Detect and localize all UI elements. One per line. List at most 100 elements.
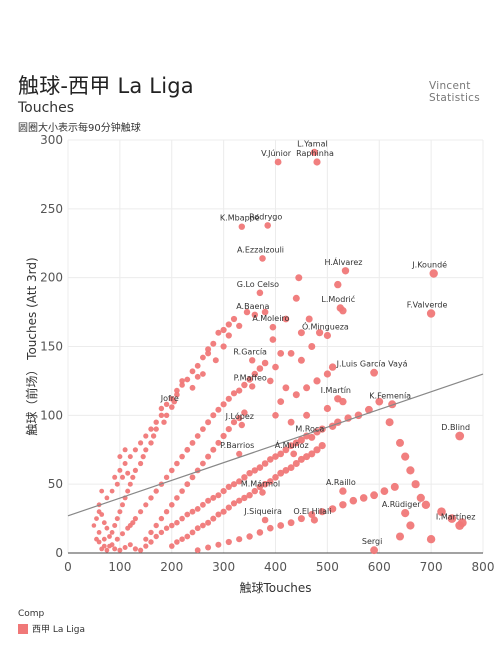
scatter-point (272, 453, 279, 460)
scatter-point (104, 495, 110, 501)
scatter-point (184, 446, 191, 453)
scatter-point (313, 446, 321, 454)
point-label: J.Koundé (411, 260, 447, 270)
scatter-point (215, 439, 222, 446)
scatter-point (132, 516, 138, 522)
scatter-point (205, 419, 212, 426)
scatter-point (122, 545, 128, 550)
y-tick-label: 300 (40, 133, 63, 147)
scatter-point (282, 384, 290, 392)
scatter-point (143, 433, 149, 439)
scatter-point (339, 501, 347, 509)
scatter-point (169, 396, 175, 402)
scatter-point (313, 158, 321, 166)
point-label: Raphinha (296, 149, 334, 158)
scatter-point (153, 522, 159, 529)
scatter-point (328, 505, 337, 513)
scatter-point (158, 412, 165, 418)
scatter-point (215, 492, 222, 499)
scatter-point (246, 492, 253, 499)
point-label: J.Siqueira (243, 507, 282, 516)
scatter-point (429, 269, 438, 278)
scatter-point (313, 377, 321, 385)
point-label: G.Lo Celso (237, 280, 279, 289)
scatter-point (205, 544, 212, 551)
scatter-point (267, 478, 274, 485)
point-label: H.Álvarez (325, 256, 363, 267)
scatter-point (236, 322, 243, 329)
scatter-point (334, 280, 342, 289)
scatter-point (132, 546, 138, 552)
scatter-point (236, 478, 243, 485)
scatter-point (143, 447, 149, 453)
scatter-point (94, 516, 99, 521)
scatter-point (179, 453, 185, 460)
scatter-point (277, 350, 285, 357)
scatter-point (249, 357, 256, 364)
point-label: D.Blind (441, 423, 470, 432)
scatter-point (406, 466, 415, 475)
scatter-point (130, 520, 136, 526)
scatter-point (138, 440, 144, 446)
scatter-point (109, 542, 115, 548)
point-label: J.López (225, 411, 254, 421)
scatter-point (127, 454, 133, 460)
scatter-point (267, 377, 274, 385)
scatter-point (287, 350, 295, 357)
scatter-point (179, 378, 185, 384)
scatter-point (370, 491, 378, 500)
point-label: R.García (233, 347, 267, 356)
scatter-point (297, 455, 305, 463)
scatter-point (101, 520, 107, 526)
scatter-point (104, 525, 110, 531)
scatter-point (236, 415, 243, 422)
scatter-point (200, 371, 206, 377)
scatter-point (91, 523, 97, 528)
scatter-point (251, 370, 258, 378)
scatter-point (316, 329, 324, 337)
scatter-point (138, 509, 144, 515)
x-tick-label: 100 (108, 560, 131, 574)
scatter-point (238, 421, 245, 429)
x-tick-label: 600 (368, 560, 391, 574)
scatter-point (153, 533, 159, 540)
scatter-point (272, 412, 279, 419)
scatter-point (122, 461, 128, 466)
scatter-point (310, 516, 318, 524)
scatter-point (287, 464, 295, 471)
scatter-point (277, 450, 285, 458)
scatter-point (205, 350, 212, 357)
scatter-point (150, 433, 157, 439)
scatter-point (341, 267, 350, 275)
scatter-point (318, 442, 326, 450)
scatter-point (120, 474, 125, 480)
scatter-point (277, 522, 285, 529)
scatter-point (205, 453, 212, 460)
point-label: I.Martín (321, 386, 351, 395)
scatter-point (99, 488, 105, 494)
scatter-point (220, 432, 227, 440)
scatter-point (212, 357, 219, 364)
scatter-point (264, 222, 272, 229)
scatter-point (251, 311, 258, 318)
scatter-point (200, 426, 206, 432)
scatter-point (241, 381, 248, 389)
scatter-point (125, 470, 131, 476)
legend-label: 西甲 La Liga (32, 625, 85, 635)
scatter-point (241, 409, 248, 416)
scatter-point (132, 467, 138, 473)
scatter-point (236, 536, 243, 543)
scatter-point (256, 464, 264, 471)
scatter-point (421, 500, 431, 509)
point-label: M.Mármol (241, 479, 280, 488)
scatter-point (339, 307, 347, 315)
scatter-point (401, 452, 410, 461)
scatter-point (210, 515, 217, 522)
scatter-point (396, 438, 404, 447)
scatter-point (169, 502, 175, 508)
scatter-point (287, 519, 295, 527)
scatter-point (282, 315, 290, 323)
point-label: Rodrygo (249, 212, 282, 221)
scatter-point (174, 387, 180, 394)
legend-swatch (18, 623, 28, 634)
